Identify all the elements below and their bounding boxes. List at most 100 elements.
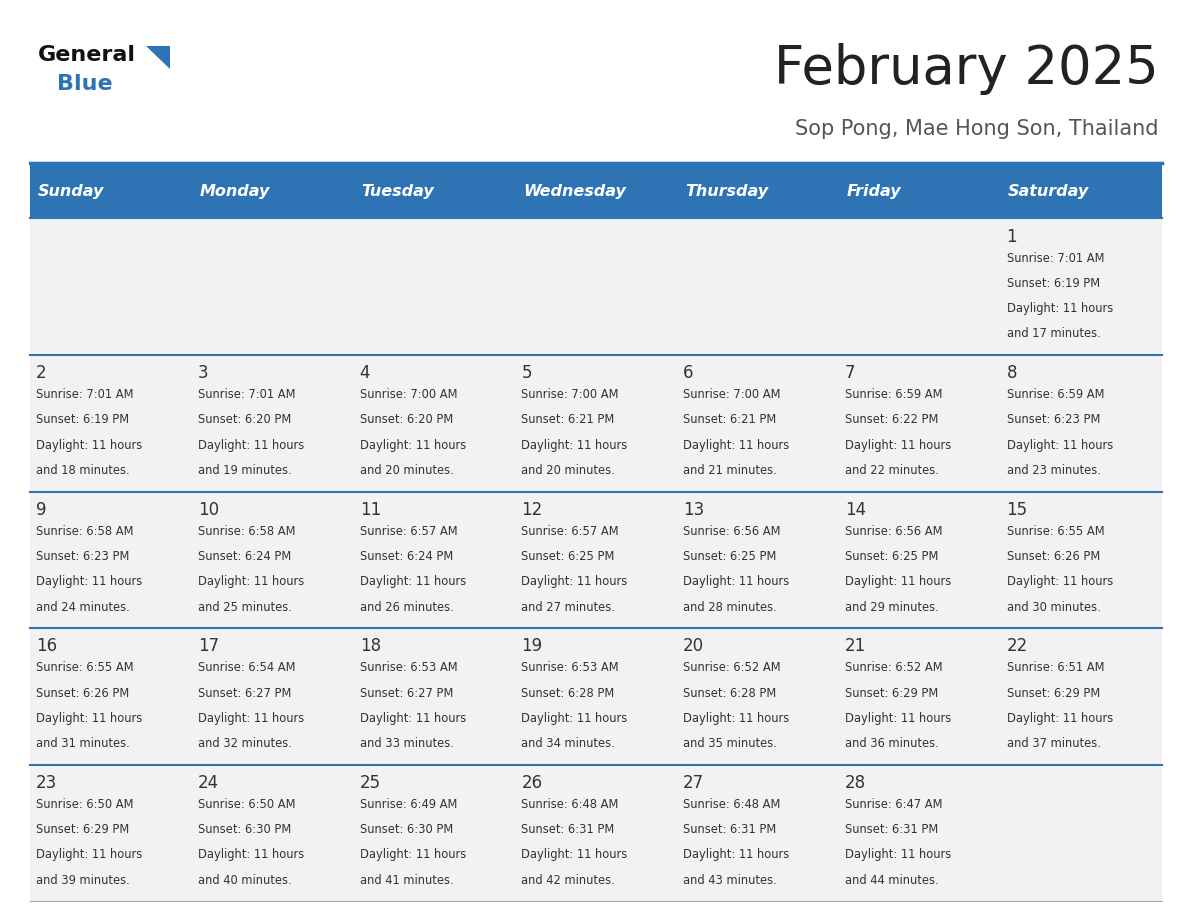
Text: Sunrise: 6:59 AM: Sunrise: 6:59 AM [845,388,942,401]
Text: Daylight: 11 hours: Daylight: 11 hours [683,711,789,725]
Text: Sunset: 6:25 PM: Sunset: 6:25 PM [683,550,777,563]
Text: 14: 14 [845,501,866,519]
Text: Sunrise: 6:49 AM: Sunrise: 6:49 AM [360,798,457,811]
Text: 20: 20 [683,637,704,655]
Text: Sunrise: 6:54 AM: Sunrise: 6:54 AM [198,661,296,675]
Text: 8: 8 [1006,364,1017,382]
Text: and 44 minutes.: and 44 minutes. [845,874,939,887]
Text: Daylight: 11 hours: Daylight: 11 hours [36,576,143,588]
Text: and 18 minutes.: and 18 minutes. [36,464,129,477]
Text: Daylight: 11 hours: Daylight: 11 hours [36,848,143,861]
Text: Monday: Monday [200,185,270,199]
Text: 28: 28 [845,774,866,792]
Text: Sunset: 6:19 PM: Sunset: 6:19 PM [36,413,129,426]
Text: and 17 minutes.: and 17 minutes. [1006,328,1100,341]
Text: Sunrise: 6:52 AM: Sunrise: 6:52 AM [683,661,781,675]
Text: 10: 10 [198,501,219,519]
Text: Sunrise: 7:00 AM: Sunrise: 7:00 AM [683,388,781,401]
Text: Sunset: 6:29 PM: Sunset: 6:29 PM [1006,687,1100,700]
Text: Daylight: 11 hours: Daylight: 11 hours [522,576,627,588]
Text: and 36 minutes.: and 36 minutes. [845,737,939,750]
Text: Friday: Friday [847,185,902,199]
Text: Sunrise: 6:50 AM: Sunrise: 6:50 AM [198,798,296,811]
Text: Sop Pong, Mae Hong Son, Thailand: Sop Pong, Mae Hong Son, Thailand [795,118,1158,139]
Text: Sunset: 6:31 PM: Sunset: 6:31 PM [845,823,939,836]
Text: Daylight: 11 hours: Daylight: 11 hours [845,711,952,725]
Text: and 41 minutes.: and 41 minutes. [360,874,454,887]
Text: Sunset: 6:23 PM: Sunset: 6:23 PM [36,550,129,563]
Text: Daylight: 11 hours: Daylight: 11 hours [683,848,789,861]
Text: Wednesday: Wednesday [523,185,626,199]
Text: 19: 19 [522,637,543,655]
Text: Daylight: 11 hours: Daylight: 11 hours [198,848,304,861]
Text: 15: 15 [1006,501,1028,519]
Text: Sunrise: 6:58 AM: Sunrise: 6:58 AM [198,525,296,538]
Text: February 2025: February 2025 [773,43,1158,95]
Text: Sunrise: 6:47 AM: Sunrise: 6:47 AM [845,798,942,811]
Text: 11: 11 [360,501,381,519]
Text: Daylight: 11 hours: Daylight: 11 hours [1006,711,1113,725]
Text: Daylight: 11 hours: Daylight: 11 hours [360,439,466,452]
Text: 6: 6 [683,364,694,382]
Text: Sunset: 6:23 PM: Sunset: 6:23 PM [1006,413,1100,426]
Text: and 32 minutes.: and 32 minutes. [198,737,292,750]
Text: Daylight: 11 hours: Daylight: 11 hours [522,711,627,725]
Text: and 19 minutes.: and 19 minutes. [198,464,291,477]
Text: Sunset: 6:26 PM: Sunset: 6:26 PM [36,687,129,700]
Text: 23: 23 [36,774,57,792]
Text: Sunset: 6:22 PM: Sunset: 6:22 PM [845,413,939,426]
Text: and 43 minutes.: and 43 minutes. [683,874,777,887]
Text: Sunrise: 6:53 AM: Sunrise: 6:53 AM [360,661,457,675]
Text: Sunset: 6:21 PM: Sunset: 6:21 PM [522,413,614,426]
Text: Sunrise: 6:50 AM: Sunrise: 6:50 AM [36,798,134,811]
Text: and 24 minutes.: and 24 minutes. [36,600,129,613]
Text: 21: 21 [845,637,866,655]
Text: 17: 17 [198,637,219,655]
Text: 2: 2 [36,364,46,382]
Text: Sunrise: 6:51 AM: Sunrise: 6:51 AM [1006,661,1104,675]
Text: Daylight: 11 hours: Daylight: 11 hours [360,711,466,725]
Text: Sunset: 6:31 PM: Sunset: 6:31 PM [683,823,777,836]
Text: 5: 5 [522,364,532,382]
Text: Daylight: 11 hours: Daylight: 11 hours [845,439,952,452]
Text: and 25 minutes.: and 25 minutes. [198,600,292,613]
Text: 4: 4 [360,364,371,382]
Text: Daylight: 11 hours: Daylight: 11 hours [360,848,466,861]
Text: 12: 12 [522,501,543,519]
Text: Sunset: 6:28 PM: Sunset: 6:28 PM [683,687,777,700]
Text: Sunrise: 7:00 AM: Sunrise: 7:00 AM [360,388,457,401]
Text: 25: 25 [360,774,381,792]
Text: Sunrise: 6:56 AM: Sunrise: 6:56 AM [845,525,942,538]
Text: Sunset: 6:20 PM: Sunset: 6:20 PM [360,413,453,426]
Text: Sunrise: 6:52 AM: Sunrise: 6:52 AM [845,661,942,675]
Text: Sunrise: 6:48 AM: Sunrise: 6:48 AM [683,798,781,811]
Text: 24: 24 [198,774,219,792]
Text: and 20 minutes.: and 20 minutes. [522,464,615,477]
Text: General: General [38,45,135,65]
Text: and 39 minutes.: and 39 minutes. [36,874,129,887]
Text: and 21 minutes.: and 21 minutes. [683,464,777,477]
Text: and 30 minutes.: and 30 minutes. [1006,600,1100,613]
Text: Daylight: 11 hours: Daylight: 11 hours [1006,439,1113,452]
Text: Sunset: 6:24 PM: Sunset: 6:24 PM [360,550,453,563]
Text: Sunrise: 7:01 AM: Sunrise: 7:01 AM [1006,252,1104,264]
Text: Sunrise: 6:59 AM: Sunrise: 6:59 AM [1006,388,1104,401]
Text: Sunrise: 6:55 AM: Sunrise: 6:55 AM [1006,525,1104,538]
Text: and 33 minutes.: and 33 minutes. [360,737,454,750]
Text: Sunrise: 6:55 AM: Sunrise: 6:55 AM [36,661,134,675]
Text: 9: 9 [36,501,46,519]
Text: Daylight: 11 hours: Daylight: 11 hours [845,576,952,588]
Text: Daylight: 11 hours: Daylight: 11 hours [198,576,304,588]
Text: Sunset: 6:27 PM: Sunset: 6:27 PM [198,687,291,700]
Text: Daylight: 11 hours: Daylight: 11 hours [522,848,627,861]
Text: Daylight: 11 hours: Daylight: 11 hours [683,576,789,588]
Text: and 23 minutes.: and 23 minutes. [1006,464,1100,477]
Text: Daylight: 11 hours: Daylight: 11 hours [522,439,627,452]
Text: Daylight: 11 hours: Daylight: 11 hours [198,711,304,725]
Text: and 31 minutes.: and 31 minutes. [36,737,129,750]
Text: Daylight: 11 hours: Daylight: 11 hours [1006,576,1113,588]
Text: and 37 minutes.: and 37 minutes. [1006,737,1100,750]
Text: Daylight: 11 hours: Daylight: 11 hours [683,439,789,452]
Text: Sunset: 6:27 PM: Sunset: 6:27 PM [360,687,453,700]
Text: 3: 3 [198,364,209,382]
